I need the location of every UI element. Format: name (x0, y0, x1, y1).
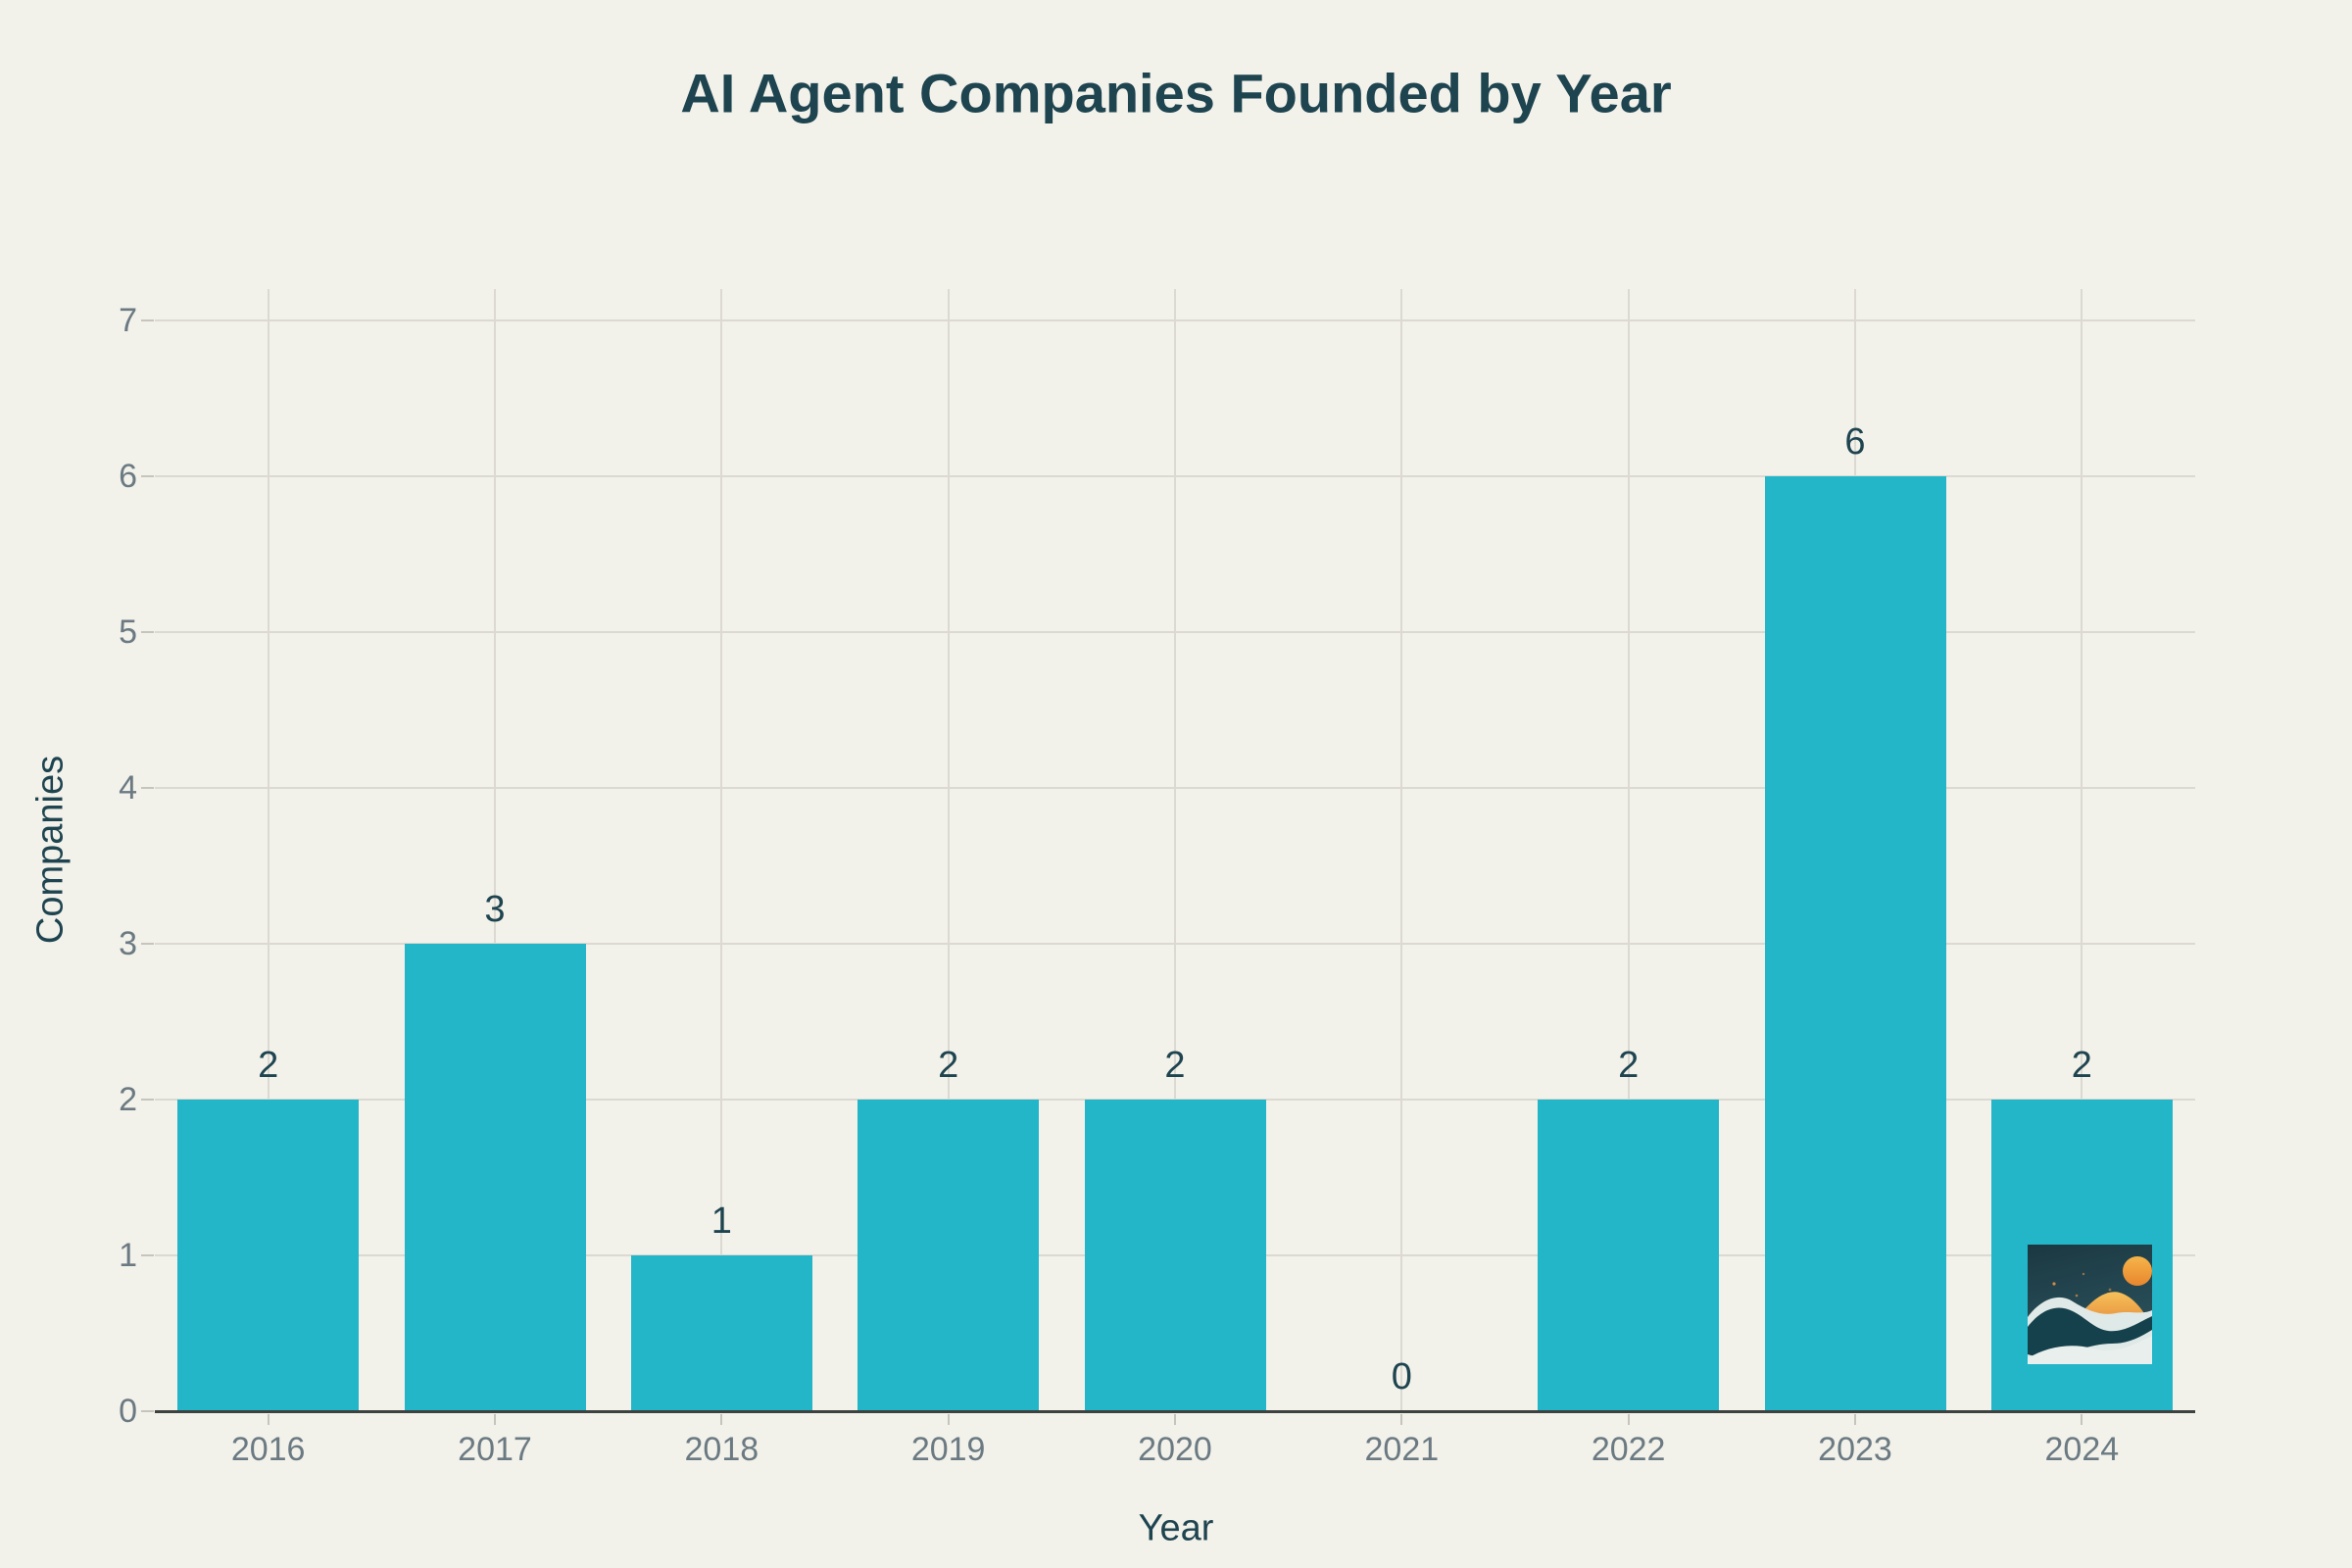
x-axis-title: Year (1138, 1507, 1214, 1549)
x-tick-mark (1400, 1414, 1403, 1425)
y-tick-label: 7 (119, 301, 137, 339)
y-tick-label: 6 (119, 457, 137, 495)
y-tick-mark (141, 786, 154, 789)
y-tick-mark (141, 1410, 154, 1412)
y-tick-mark (141, 1098, 154, 1101)
bar-value-label-2019: 2 (938, 1044, 959, 1086)
y-tick-label: 0 (119, 1393, 137, 1430)
illustration-wave-dark (2028, 1307, 2153, 1357)
x-tick-mark (2081, 1414, 2083, 1425)
x-gridline (267, 289, 270, 1411)
bar-value-label-2024: 2 (2071, 1044, 2092, 1086)
x-tick-mark (720, 1414, 723, 1425)
x-tick-label-2018: 2018 (684, 1431, 760, 1468)
bar-value-label-2018: 1 (710, 1200, 732, 1242)
bar-value-label-2023: 6 (1844, 420, 1866, 463)
x-tick-label-2022: 2022 (1591, 1431, 1666, 1468)
x-gridline (947, 289, 950, 1411)
y-tick-mark (141, 630, 154, 633)
x-tick-label-2024: 2024 (2044, 1431, 2120, 1468)
y-tick-mark (141, 942, 154, 945)
y-tick-label: 3 (119, 924, 137, 962)
x-tick-label-2017: 2017 (458, 1431, 532, 1468)
x-gridline (2081, 289, 2083, 1411)
illustration-wave-front (2028, 1336, 2153, 1364)
bar-value-label-2022: 2 (1618, 1044, 1640, 1086)
x-tick-label-2019: 2019 (910, 1431, 986, 1468)
chart-title: AI Agent Companies Founded by Year (680, 62, 1672, 124)
x-tick-label-2016: 2016 (230, 1431, 306, 1468)
y-tick-mark (141, 318, 154, 321)
y-tick-label: 2 (119, 1080, 137, 1118)
x-tick-mark (1174, 1414, 1176, 1425)
y-tick-mark (141, 1253, 154, 1256)
x-tick-label-2021: 2021 (1364, 1431, 1440, 1468)
bar-2017 (404, 943, 586, 1411)
bar-2016 (177, 1099, 360, 1411)
y-tick-mark (141, 474, 154, 477)
y-tick-label: 4 (119, 768, 137, 807)
bar-2023 (1764, 475, 1946, 1411)
x-tick-mark (267, 1414, 270, 1425)
x-tick-mark (1627, 1414, 1630, 1425)
x-gridline (494, 289, 496, 1411)
x-gridline (1627, 289, 1630, 1411)
bar-value-label-2017: 3 (484, 888, 506, 930)
y-tick-label: 1 (119, 1236, 137, 1274)
x-gridline (720, 289, 723, 1411)
landscape-watermark-image (2028, 1245, 2153, 1364)
plot-area: 0 1 2 3 4 5 6 7 2016 2 2017 3 2018 1 2019 2 2020 2 2021 0 20… (119, 289, 2195, 1468)
bar-value-label-2016: 2 (258, 1044, 279, 1086)
x-tick-mark (947, 1414, 950, 1425)
bar-2022 (1538, 1099, 1720, 1411)
x-tick-mark (1854, 1414, 1856, 1425)
bar-2018 (630, 1254, 812, 1411)
x-tick-label-2023: 2023 (1818, 1431, 1892, 1468)
bar-value-label-2021: 0 (1391, 1356, 1412, 1397)
x-gridline (1400, 289, 1403, 1411)
x-gridline (1174, 289, 1176, 1411)
x-tick-mark (494, 1414, 496, 1425)
y-tick-label: 5 (119, 612, 137, 651)
x-tick-label-2020: 2020 (1138, 1431, 1212, 1468)
x-axis-line (155, 1410, 2195, 1413)
bar-value-label-2020: 2 (1164, 1044, 1186, 1086)
bar-2019 (858, 1099, 1040, 1411)
bar-2020 (1084, 1099, 1266, 1411)
illustration-sun (2123, 1256, 2153, 1286)
